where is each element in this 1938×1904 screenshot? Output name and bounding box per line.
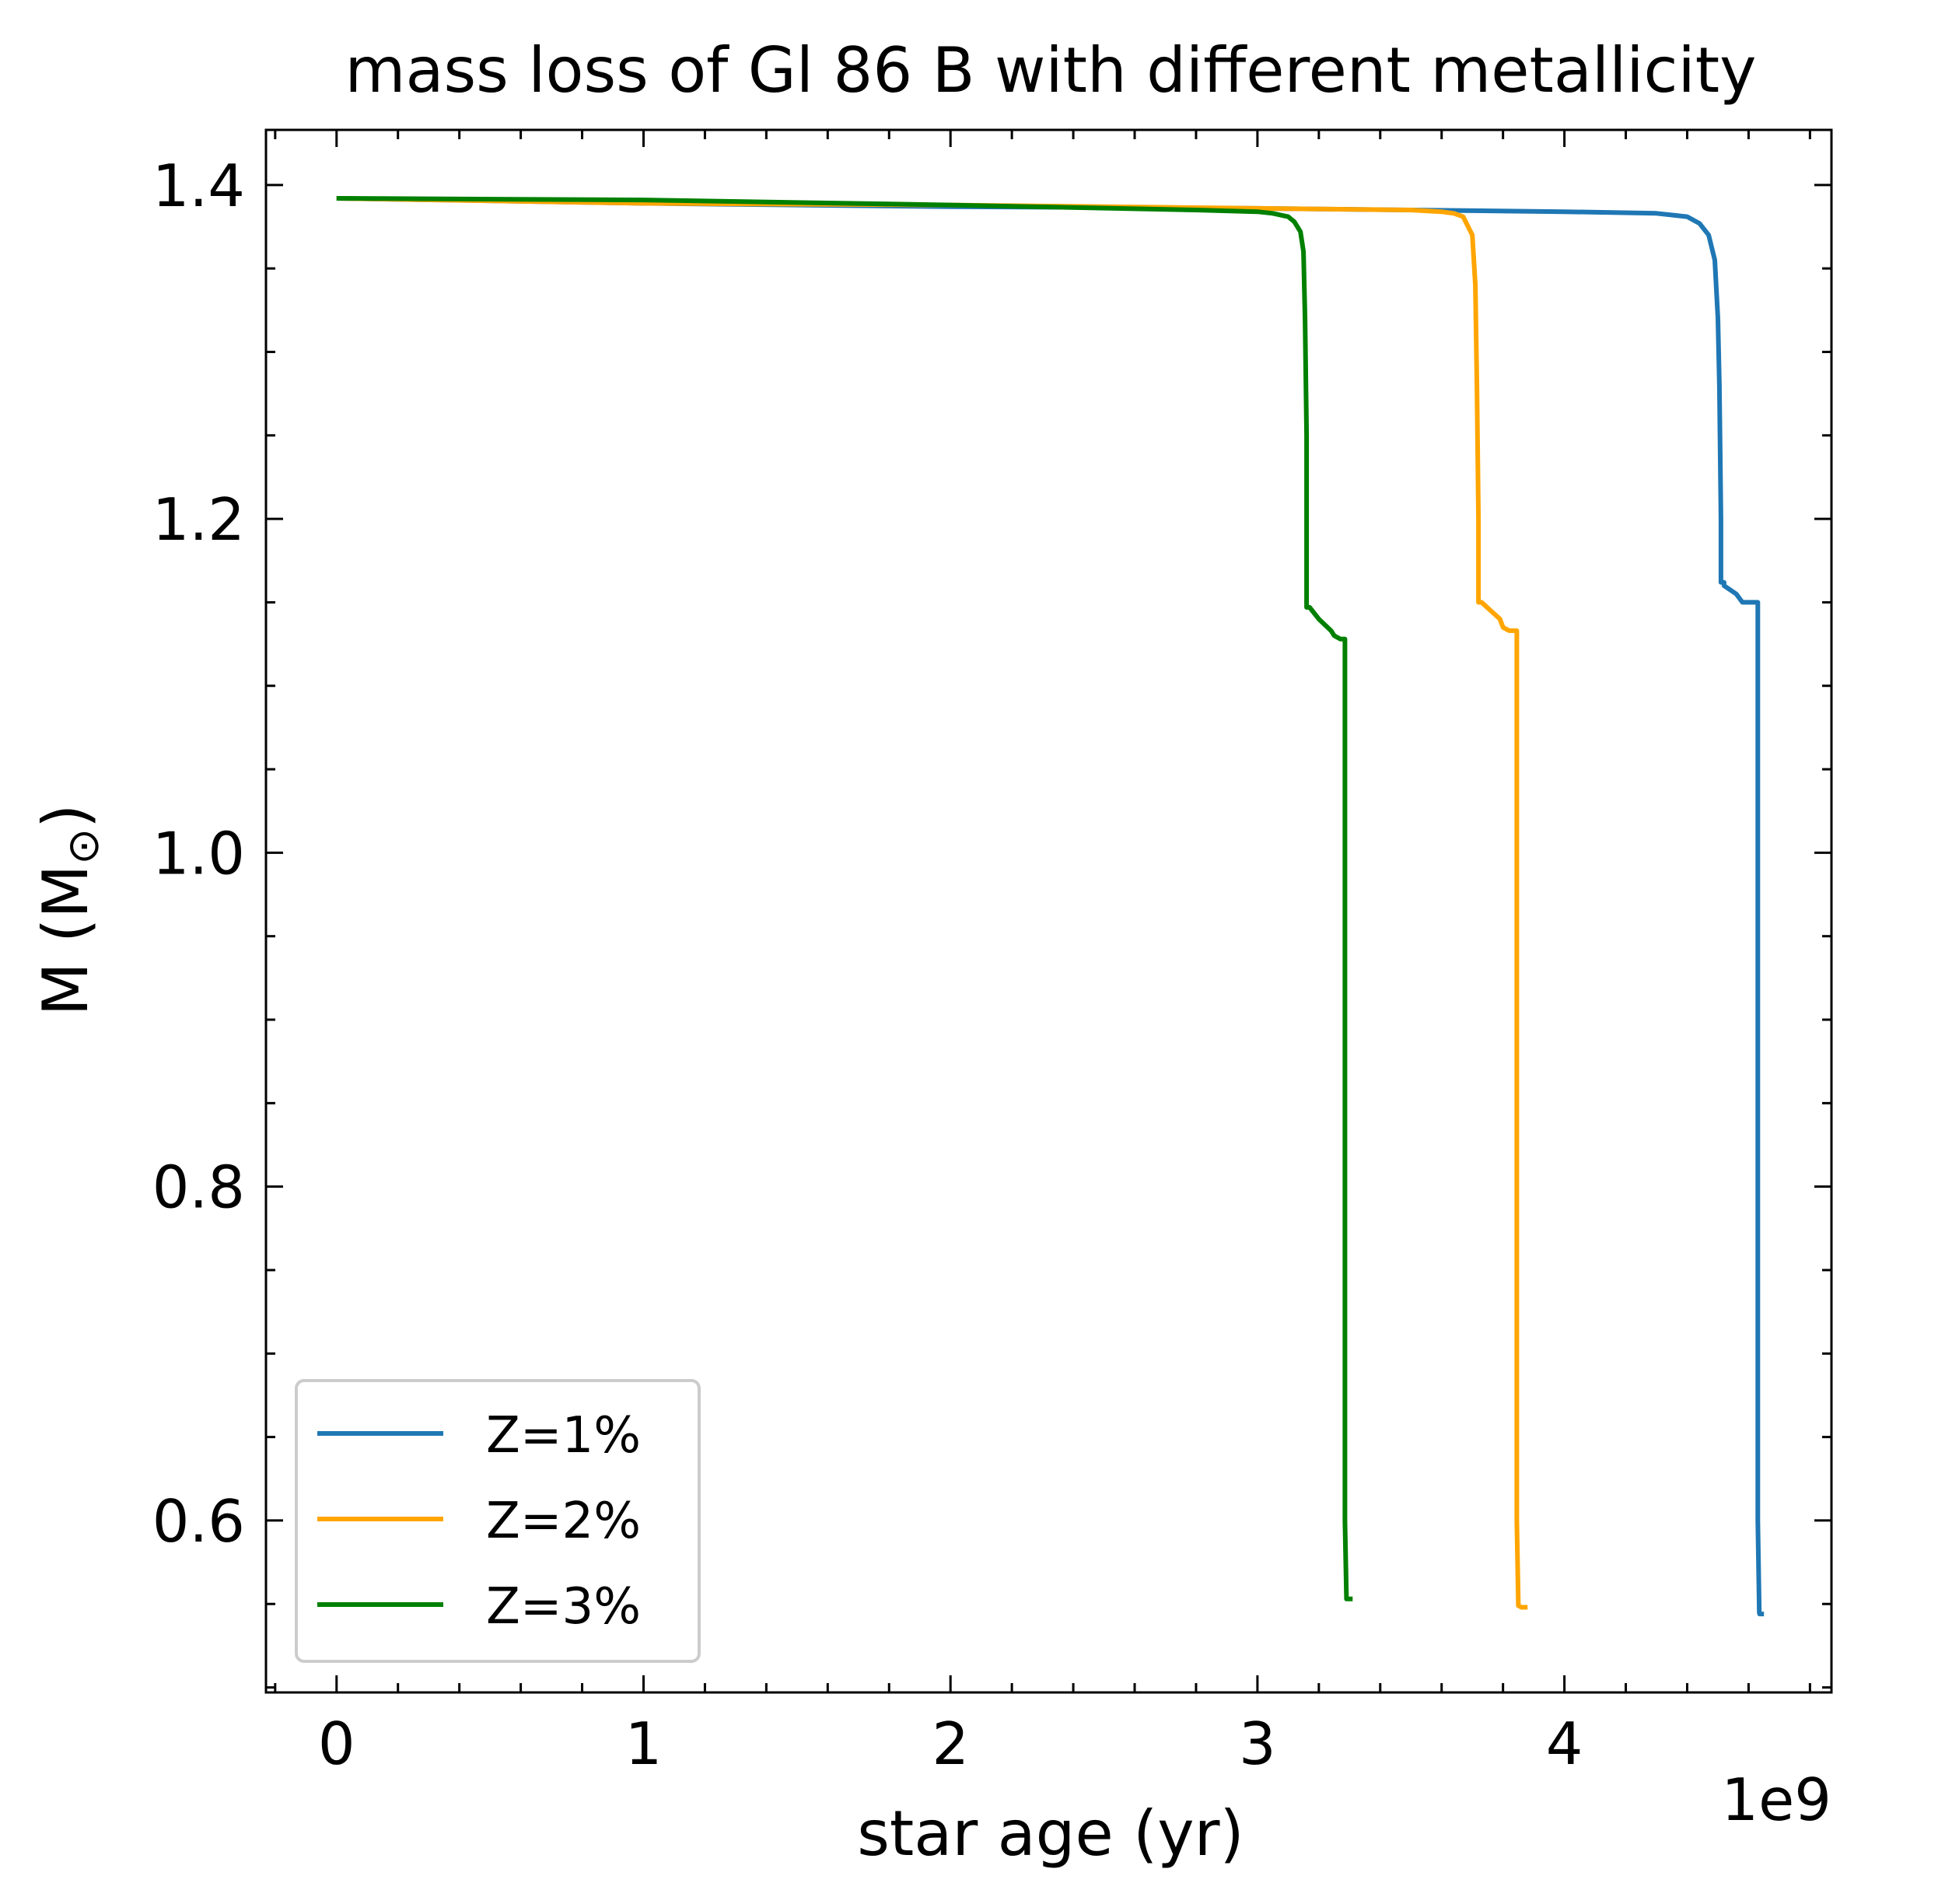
- y-tick-label: 0.6: [152, 1487, 245, 1556]
- y-tick-label: 1.2: [152, 485, 245, 554]
- axes-frame: [264, 128, 1833, 1694]
- y-axis-label-subscript: ⊙: [58, 828, 109, 865]
- plot-lines: [336, 196, 1765, 1617]
- y-axis-label: M (M⊙): [30, 804, 109, 1017]
- y-axis-label-main: M (M: [30, 865, 102, 1017]
- axis-ticks: [266, 130, 1831, 1692]
- series-line-1: [336, 196, 1765, 1617]
- x-axis-label: star age (yr): [857, 1797, 1244, 1870]
- legend-label-2: Z=2%: [486, 1493, 641, 1550]
- chart-title: mass loss of Gl 86 B with different meta…: [345, 34, 1757, 107]
- legend-label-1: Z=1%: [486, 1407, 641, 1465]
- y-tick-label: 0.8: [152, 1153, 245, 1222]
- series-line-2: [336, 196, 1528, 1610]
- x-offset-label: 1e9: [1721, 1766, 1831, 1834]
- x-tick-label: 1: [625, 1710, 663, 1778]
- legend-label-3: Z=3%: [486, 1578, 641, 1636]
- y-tick-label: 1.0: [152, 819, 245, 887]
- y-axis-label-close: ): [30, 804, 102, 828]
- x-tick-label: 2: [932, 1710, 969, 1778]
- x-tick-label: 0: [318, 1710, 355, 1778]
- y-tick-label: 1.4: [152, 152, 245, 220]
- legend: Z=1% Z=2% Z=3%: [295, 1379, 701, 1663]
- tick-labels: 0 1 2 3 4 0.6 0.8 1.0 1.2 1.4: [152, 152, 1583, 1778]
- x-tick-label: 3: [1239, 1710, 1276, 1778]
- legend-box: [295, 1379, 701, 1663]
- x-tick-label: 4: [1546, 1710, 1583, 1778]
- series-line-3: [336, 196, 1353, 1601]
